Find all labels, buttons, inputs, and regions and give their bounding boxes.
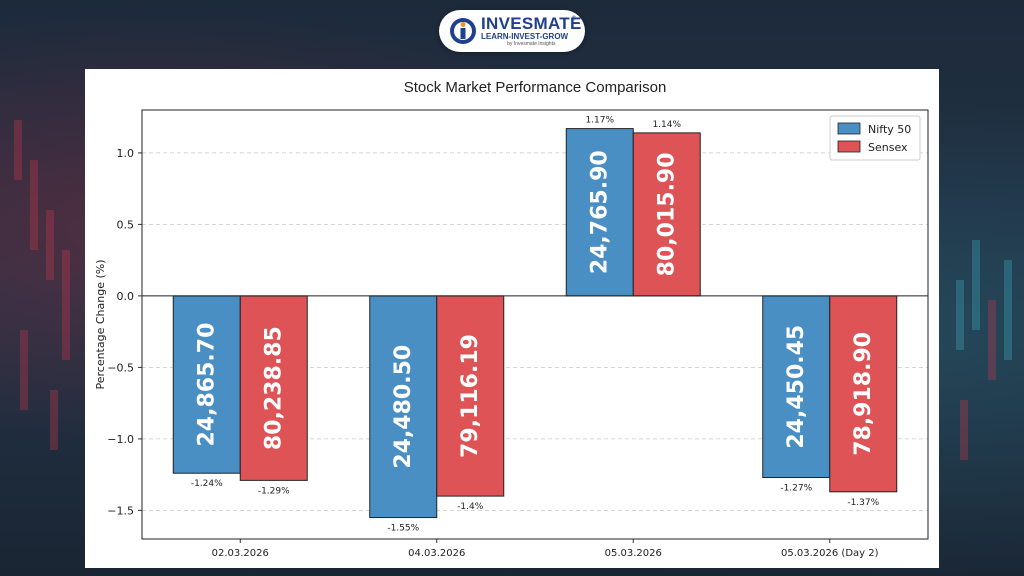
chart-title: Stock Market Performance Comparison (404, 79, 667, 96)
y-tick-label: −0.5 (107, 361, 134, 374)
legend-swatch (837, 122, 861, 135)
legend-label: Nifty 50 (868, 123, 911, 136)
x-tick-label: 02.03.2026 (212, 548, 269, 559)
bar-nifty-50 (762, 295, 831, 479)
bar-sensex (436, 295, 505, 497)
brand-name: INVESMATE (481, 14, 582, 33)
y-tick-label: 0.5 (117, 218, 135, 231)
bar-nifty-50 (172, 295, 241, 474)
bar-index-level: 79,116.19 (458, 334, 483, 458)
y-tick-label: −1.5 (107, 504, 134, 517)
bar-nifty-50 (565, 128, 634, 297)
y-tick-label: 1.0 (117, 147, 135, 160)
plot-frame (141, 109, 929, 540)
bar-value-label: -1.27% (780, 484, 812, 494)
bar-nifty-50 (369, 295, 438, 519)
bar-index-level: 24,480.50 (391, 345, 416, 469)
bar-index-level: 24,765.90 (587, 150, 612, 274)
bar-value-label: -1.29% (258, 486, 290, 496)
bar-index-level: 80,015.90 (654, 152, 679, 276)
bar-chart: Stock Market Performance Comparison Perce… (94, 79, 929, 559)
legend-label: Sensex (868, 141, 908, 154)
bar-value-label: -1.4% (457, 502, 484, 512)
bar-index-level: 24,450.45 (784, 325, 809, 449)
y-axis-label: Percentage Change (%) (94, 259, 107, 389)
legend-swatch (837, 140, 861, 153)
invesmate-logo-icon (450, 18, 476, 44)
brand-tagline: LEARN-INVEST-GROW (481, 32, 569, 41)
y-tick-label: 0.0 (117, 290, 135, 303)
bar-sensex (632, 132, 701, 297)
x-tick-label: 05.03.2026 (605, 548, 662, 559)
chart-panel: Stock Market Performance Comparison Perce… (85, 69, 939, 568)
bar-value-label: 1.17% (585, 116, 614, 126)
brand-logo[interactable]: INVESMATE LEARN-INVEST-GROW by Invesmate… (439, 10, 585, 52)
x-tick-label: 04.03.2026 (408, 548, 465, 559)
x-tick-label: 05.03.2026 (Day 2) (781, 548, 879, 559)
registered-mark: ® (571, 15, 577, 22)
bar-value-label: 1.14% (652, 120, 681, 130)
bar-value-label: -1.55% (387, 524, 419, 534)
bar-index-level: 80,238.85 (261, 326, 286, 450)
bar-value-label: -1.37% (847, 498, 879, 508)
bar-sensex (829, 295, 898, 493)
bar-index-level: 78,918.90 (851, 332, 876, 456)
brand-byline: by Invesmate Insights (507, 41, 556, 47)
bar-index-level: 24,865.70 (194, 323, 219, 447)
bar-value-label: -1.24% (191, 479, 223, 489)
y-tick-label: −1.0 (107, 433, 134, 446)
